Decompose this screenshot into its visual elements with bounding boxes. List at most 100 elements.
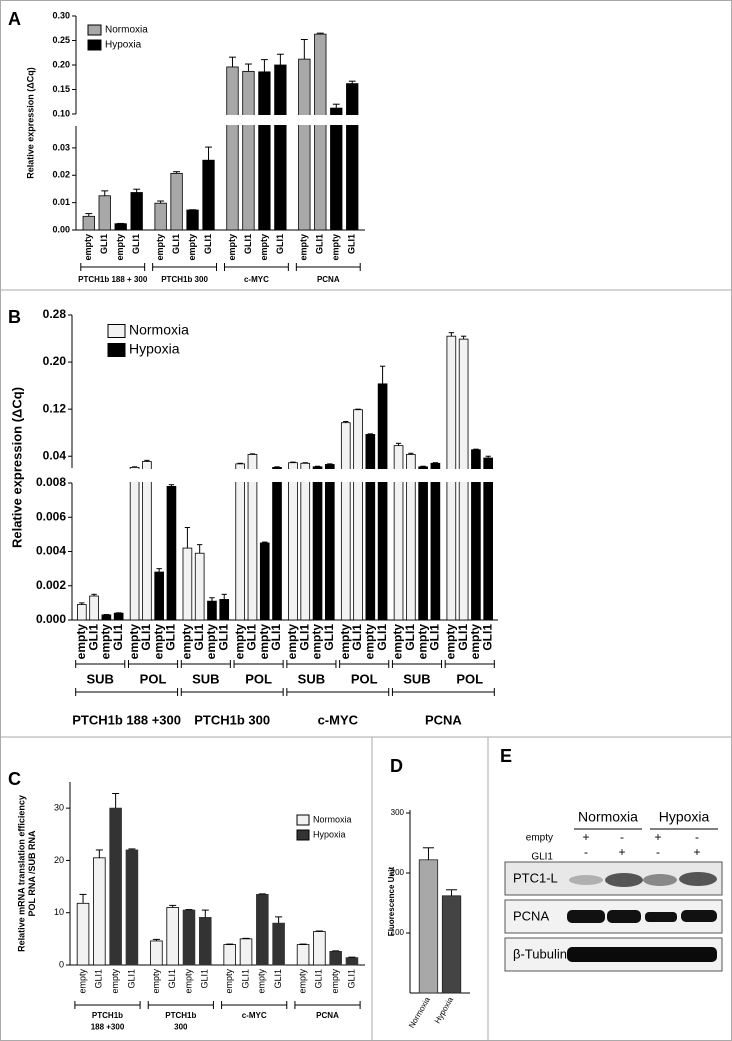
y-tick-label: 0.002 <box>36 578 66 592</box>
x-tick-label: GLI1 <box>480 624 494 651</box>
y-axis-label: Relative mRNA translation efficiency <box>16 795 26 952</box>
x-tick-label: empty <box>155 234 165 261</box>
blot-band <box>645 912 677 922</box>
x-tick-label: GLI1 <box>273 969 283 989</box>
bar <box>272 922 285 966</box>
legend-label: Hypoxia <box>129 341 180 357</box>
group-label: PTCH1b 188 + 300 <box>78 275 148 284</box>
blot-band <box>679 872 717 886</box>
y-axis-label: POL RNA /SUB RNA <box>27 830 37 917</box>
legend-label: Hypoxia <box>105 40 142 51</box>
bar <box>182 909 196 966</box>
group-label: PCNA <box>425 712 462 727</box>
x-tick-label: Hypoxia <box>433 995 456 1025</box>
y-tick-label: 0.01 <box>52 197 70 207</box>
bar <box>340 422 351 621</box>
legend-label: Hypoxia <box>313 829 346 839</box>
row-mark: - <box>620 830 624 844</box>
group-label: POL <box>245 671 272 686</box>
x-tick-label: empty <box>77 969 87 994</box>
x-tick-label: GLI1 <box>315 234 325 254</box>
x-tick-label: GLI1 <box>245 624 259 651</box>
axis-break <box>70 115 369 125</box>
y-tick-label: 0.004 <box>36 544 66 558</box>
x-tick-label: GLI1 <box>164 624 178 651</box>
row-mark: - <box>695 830 699 844</box>
bar <box>170 172 183 231</box>
x-tick-label: GLI1 <box>94 969 104 989</box>
x-tick-label: empty <box>468 624 482 660</box>
x-tick-label: empty <box>232 624 246 660</box>
x-tick-label: empty <box>227 234 237 261</box>
y-tick-label: 0.25 <box>52 35 70 45</box>
bar <box>89 595 99 621</box>
x-tick-label: empty <box>415 624 429 660</box>
x-tick-label: GLI1 <box>375 624 389 651</box>
y-tick-label: 0.12 <box>43 401 67 415</box>
blot-band <box>567 947 717 962</box>
bar <box>125 849 139 966</box>
legend-swatch <box>87 39 102 51</box>
bar <box>274 64 287 231</box>
y-tick-label: 0 <box>59 959 64 969</box>
x-tick-label: GLI1 <box>111 624 125 651</box>
bar <box>239 938 253 966</box>
bar <box>314 33 327 231</box>
x-tick-label: empty <box>151 969 161 994</box>
bar <box>109 807 122 966</box>
x-tick-label: empty <box>330 969 340 994</box>
y-tick-label: 0.20 <box>43 354 67 368</box>
group-label: PTCH1b <box>165 1011 196 1020</box>
blot-band <box>569 875 603 885</box>
bar <box>346 83 359 231</box>
bar <box>345 957 359 966</box>
legend-swatch <box>296 814 310 826</box>
group-label: POL <box>351 671 378 686</box>
x-tick-label: empty <box>299 234 309 261</box>
row-label: empty <box>526 833 553 844</box>
x-tick-label: GLI1 <box>192 624 206 651</box>
x-tick-label: empty <box>183 969 193 994</box>
row-mark: + <box>693 845 700 859</box>
x-tick-label: GLI1 <box>167 969 177 989</box>
group-label: POL <box>456 671 483 686</box>
x-tick-label: Normoxia <box>407 995 432 1030</box>
panel-label: C <box>8 769 21 789</box>
panel-label: B <box>8 307 21 327</box>
x-tick-label: GLI1 <box>86 624 100 651</box>
bar <box>483 457 493 621</box>
bar <box>182 547 193 621</box>
x-tick-label: empty <box>180 624 194 660</box>
condition-label: Normoxia <box>578 809 638 825</box>
group-label: 300 <box>174 1022 188 1031</box>
bar <box>296 944 310 966</box>
bar <box>353 409 363 621</box>
bar <box>324 464 335 621</box>
x-tick-label: GLI1 <box>240 969 250 989</box>
blot-band <box>567 910 605 923</box>
bar <box>114 223 127 231</box>
panel-label: E <box>500 746 512 766</box>
x-tick-label: GLI1 <box>203 234 213 254</box>
panel-label: A <box>8 9 21 29</box>
row-mark: + <box>618 845 625 859</box>
group-label: SUB <box>403 671 430 686</box>
x-tick-label: empty <box>110 969 120 994</box>
y-tick-label: 0.00 <box>52 224 70 234</box>
group-label: PCNA <box>316 1011 339 1020</box>
bar <box>199 917 212 966</box>
panel-label: D <box>390 756 403 776</box>
x-tick-label: GLI1 <box>126 969 136 989</box>
group-label: PTCH1b 300 <box>194 712 270 727</box>
y-axis-label: Fluorescence Unit <box>387 866 396 936</box>
bar <box>312 466 323 621</box>
row-mark: + <box>654 830 661 844</box>
bar <box>258 71 271 231</box>
x-tick-label: GLI1 <box>297 624 311 651</box>
bar <box>98 195 111 231</box>
y-tick-label: 10 <box>54 907 64 917</box>
bar <box>186 209 199 231</box>
legend-swatch <box>87 24 102 36</box>
blot-band <box>643 874 677 886</box>
x-tick-label: empty <box>257 969 267 994</box>
